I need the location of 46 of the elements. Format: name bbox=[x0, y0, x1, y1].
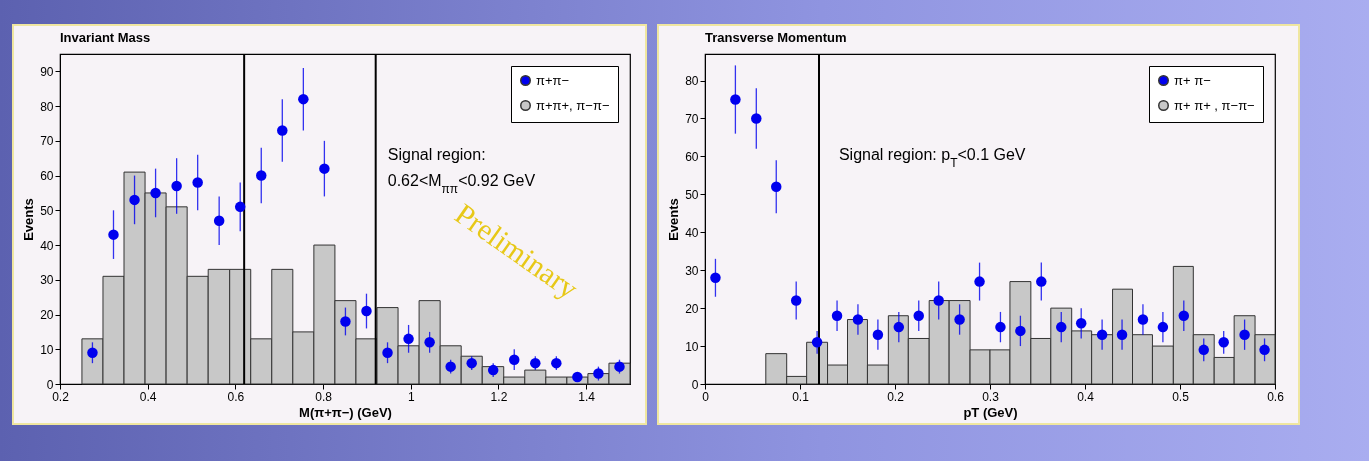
annotation: Signal region: p$_{T}$<0.1 GeV bbox=[838, 145, 1026, 170]
y-tick-label: 80 bbox=[685, 74, 699, 89]
x-axis-title: pT (GeV) bbox=[963, 404, 1018, 420]
x-tick-label: 1.2 bbox=[490, 389, 508, 404]
y-tick-label: 40 bbox=[40, 238, 54, 253]
legend-label: π+π+, π−π− bbox=[536, 97, 610, 113]
x-tick-label: 1.4 bbox=[578, 389, 596, 404]
chart-title: Transverse Momentum bbox=[705, 30, 847, 45]
y-tick-label: 20 bbox=[40, 308, 54, 323]
y-tick-label: 10 bbox=[685, 339, 699, 354]
legend-label: π+ π+ , π−π− bbox=[1174, 97, 1255, 113]
chart-title: Invariant Mass bbox=[60, 30, 151, 45]
y-axis-title: Events bbox=[21, 198, 37, 241]
y-tick-label: 60 bbox=[685, 149, 699, 164]
annotation: 0.62<M$_{ππ}$<0.92 GeV bbox=[387, 172, 536, 197]
y-tick-label: 0 bbox=[691, 377, 699, 392]
legend-label: π+ π− bbox=[1174, 72, 1211, 88]
y-tick-label: 50 bbox=[685, 187, 699, 202]
y-tick-label: 40 bbox=[685, 225, 699, 240]
y-tick-label: 60 bbox=[40, 169, 54, 184]
x-tick-label: 0.1 bbox=[792, 389, 810, 404]
x-tick-label: 0.2 bbox=[887, 389, 905, 404]
y-tick-label: 70 bbox=[685, 111, 699, 126]
x-tick-label: 0.5 bbox=[1172, 389, 1190, 404]
y-tick-label: 0 bbox=[46, 377, 54, 392]
y-tick-label: 90 bbox=[40, 64, 54, 79]
x-tick-label: 0.4 bbox=[1077, 389, 1095, 404]
x-tick-label: 1 bbox=[407, 389, 415, 404]
legend-label: π+π− bbox=[536, 72, 570, 88]
y-tick-label: 10 bbox=[40, 342, 54, 357]
x-tick-label: 0.2 bbox=[52, 389, 70, 404]
y-tick-label: 30 bbox=[685, 263, 699, 278]
x-tick-label: 0.8 bbox=[315, 389, 333, 404]
x-tick-label: 0.3 bbox=[982, 389, 1000, 404]
x-tick-label: 0.4 bbox=[139, 389, 157, 404]
x-tick-label: 0 bbox=[702, 389, 710, 404]
annotation: Signal region: bbox=[387, 145, 486, 163]
x-tick-label: 0.6 bbox=[1267, 389, 1285, 404]
y-tick-label: 70 bbox=[40, 134, 54, 149]
y-tick-label: 50 bbox=[40, 203, 54, 218]
y-tick-label: 30 bbox=[40, 273, 54, 288]
y-axis-title: Events bbox=[666, 198, 682, 241]
y-tick-label: 80 bbox=[40, 99, 54, 114]
x-tick-label: 0.6 bbox=[227, 389, 245, 404]
y-tick-label: 20 bbox=[685, 301, 699, 316]
x-axis-title: M(π+π−) (GeV) bbox=[299, 404, 392, 420]
